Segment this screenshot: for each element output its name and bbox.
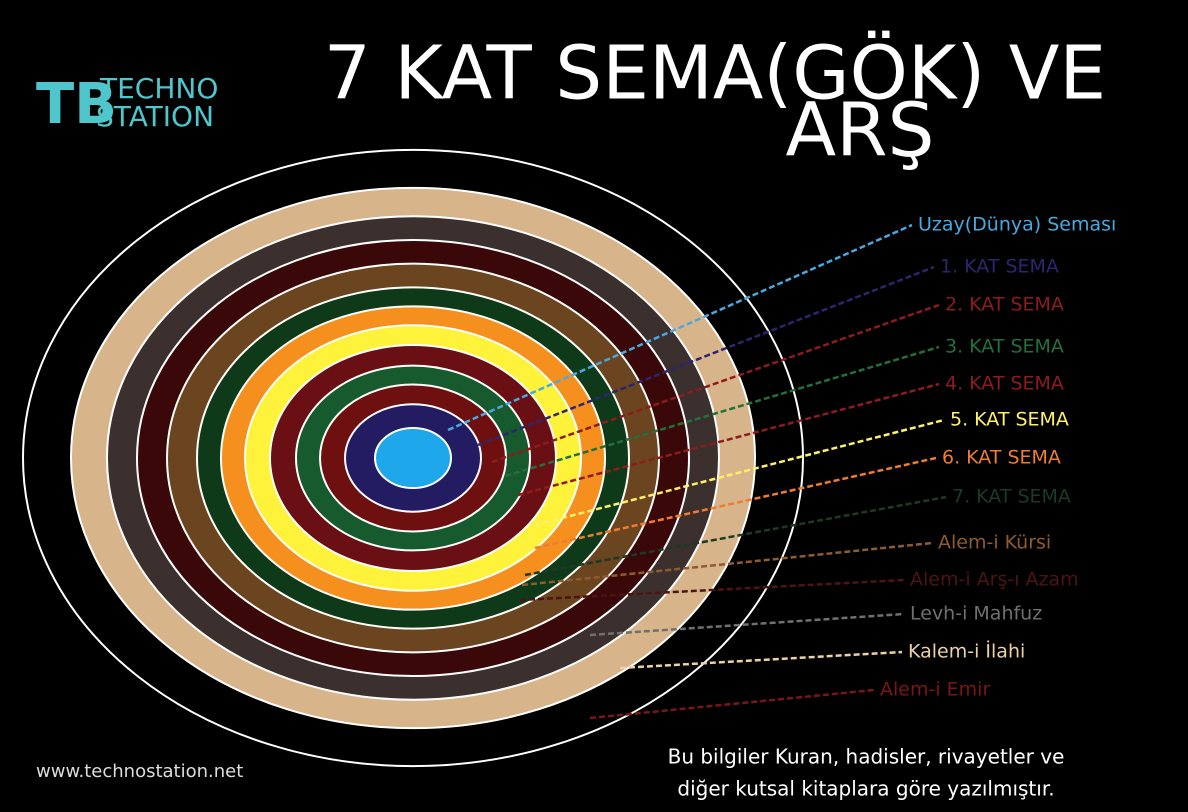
leader-line bbox=[534, 418, 945, 527]
layer-label: 2. KAT SEMA bbox=[945, 294, 1064, 316]
logo-text: TECHNO bbox=[99, 72, 218, 105]
leader-line bbox=[519, 578, 905, 602]
leader-line bbox=[589, 688, 875, 720]
labels: Uzay(Dünya) Seması 1. KAT SEMA 2. KAT SEMA… bbox=[880, 214, 1116, 701]
ring bbox=[374, 426, 452, 490]
layer-label: 6. KAT SEMA bbox=[942, 447, 1061, 469]
leader-line bbox=[524, 495, 947, 577]
layer-label: Kalem-i İlahi bbox=[908, 640, 1025, 663]
leaders bbox=[447, 223, 947, 720]
leader-line bbox=[619, 650, 903, 670]
leader-line bbox=[447, 223, 913, 432]
footer-url: www.technostation.net bbox=[36, 761, 243, 782]
layer-label: Uzay(Dünya) Seması bbox=[918, 214, 1116, 236]
leader-line bbox=[517, 382, 940, 497]
leader-line bbox=[491, 303, 940, 464]
layer-label: Alem-i Emir bbox=[880, 679, 990, 701]
title-line: ARŞ bbox=[785, 88, 934, 174]
layer-label: Alem-i Kürsi bbox=[938, 532, 1051, 554]
leader-line bbox=[477, 265, 935, 447]
logo-text: STATION bbox=[96, 100, 214, 133]
layer-label: Levh-i Mahfuz bbox=[910, 603, 1042, 625]
layer-label: 5. KAT SEMA bbox=[950, 409, 1069, 431]
layer-label: 4. KAT SEMA bbox=[945, 373, 1064, 395]
layer-label: Alem-i Arş-ı Azam bbox=[910, 569, 1079, 591]
footer-note: Bu bilgiler Kuran, hadisler, rivayetler … bbox=[668, 745, 1065, 769]
logo-mark: TB bbox=[36, 72, 117, 137]
leader-line bbox=[534, 456, 937, 550]
rings bbox=[22, 148, 804, 768]
leader-line bbox=[521, 541, 933, 587]
footer-note: diğer kutsal kitaplara göre yazılmıştır. bbox=[677, 777, 1054, 801]
layer-label: 3. KAT SEMA bbox=[945, 336, 1064, 358]
leader-line bbox=[589, 612, 905, 637]
layer-label: 7. KAT SEMA bbox=[952, 486, 1071, 508]
layer-label: 1. KAT SEMA bbox=[940, 256, 1059, 278]
title-line: 7 KAT SEMA(GÖK) VE bbox=[324, 30, 1106, 117]
leader-line bbox=[504, 345, 940, 478]
